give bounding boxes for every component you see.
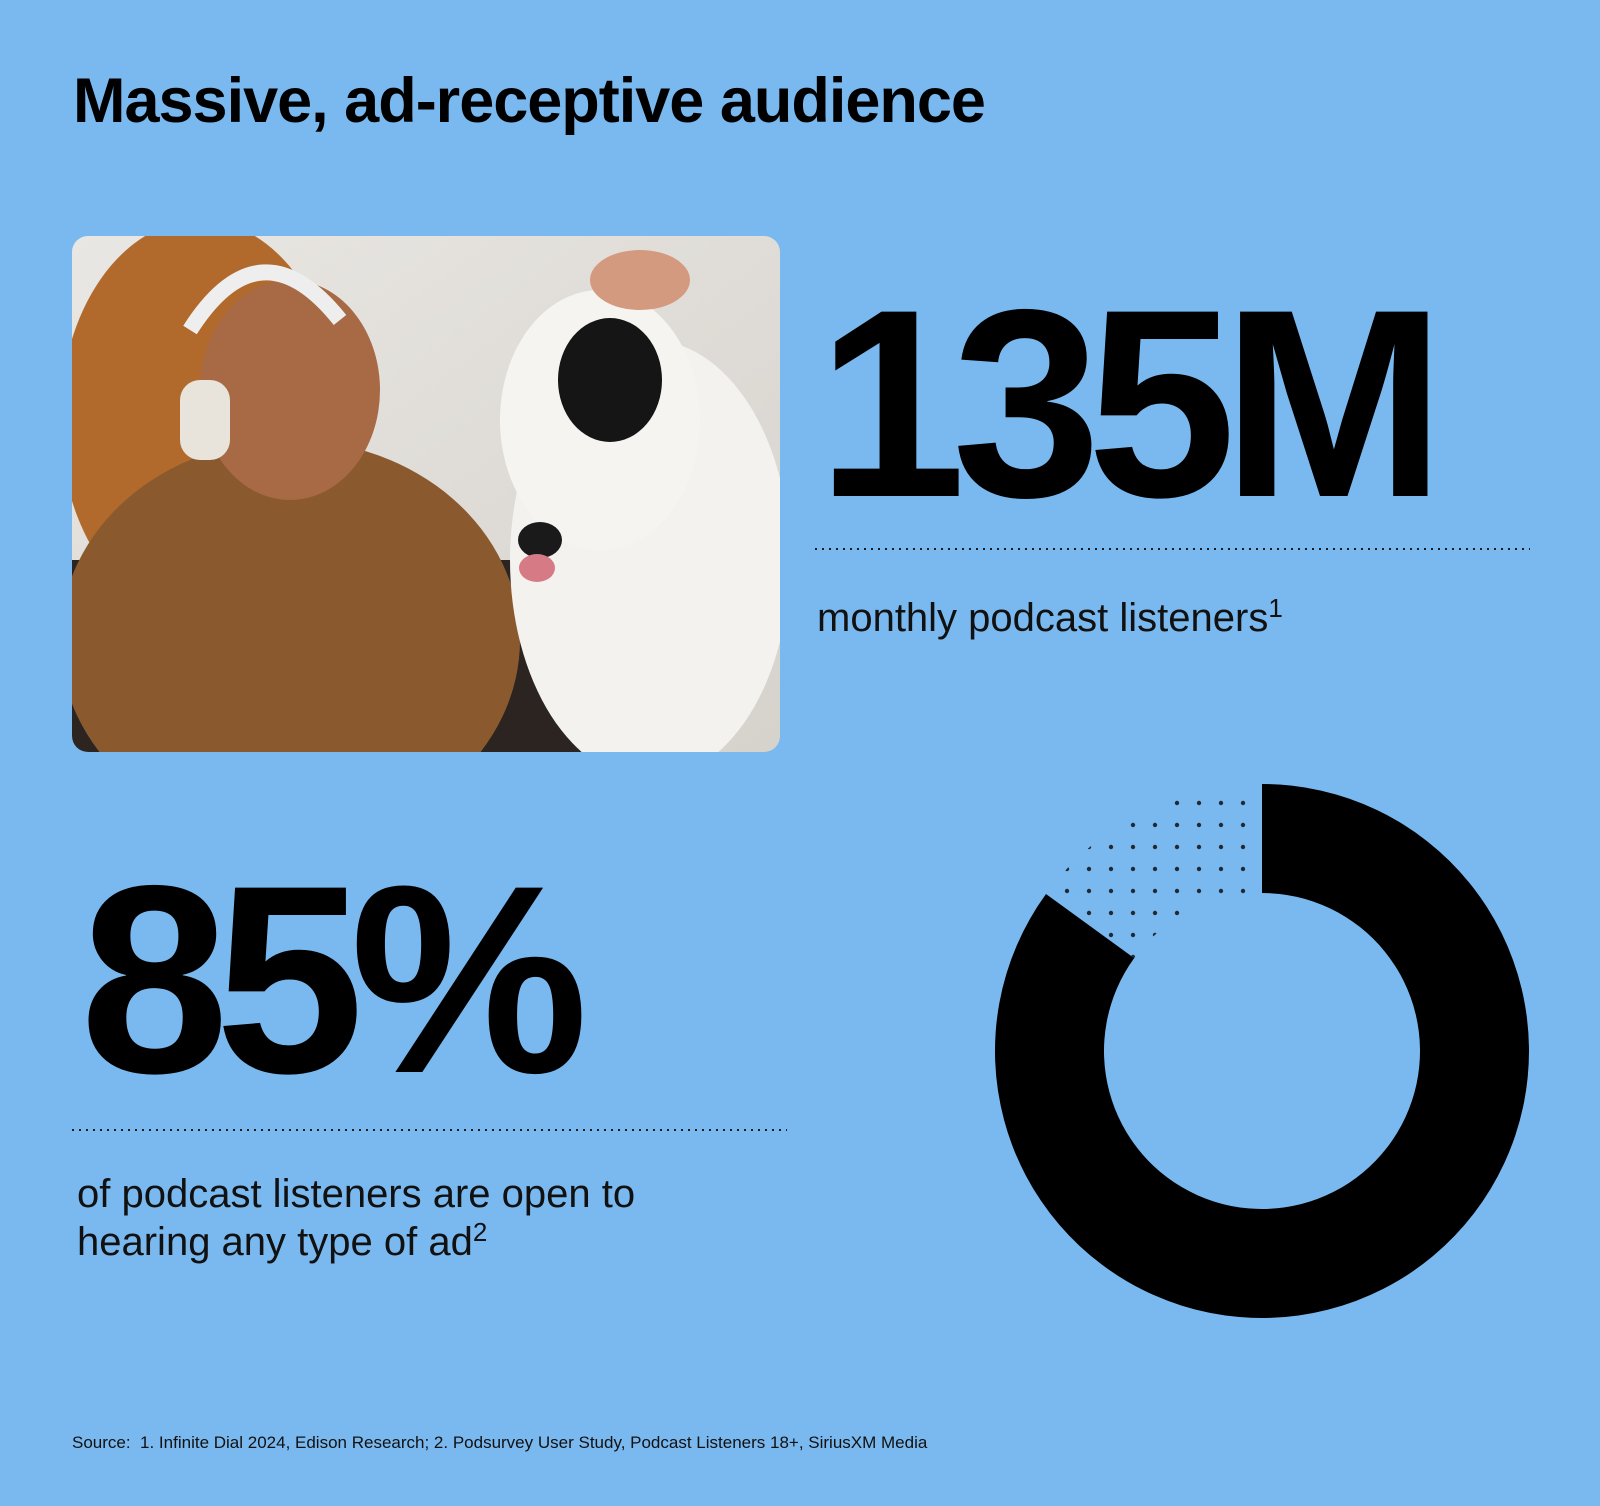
- photo: [72, 236, 780, 752]
- caption-text: of podcast listeners are open to: [77, 1172, 635, 1216]
- stat-caption: hearing any type of ad2: [77, 1217, 487, 1264]
- remainder-dots: [1045, 784, 1262, 959]
- stat-caption: monthly podcast listeners1: [817, 593, 1283, 640]
- caption-text: hearing any type of ad: [77, 1220, 473, 1264]
- donut-arc: [994, 784, 1529, 1318]
- stat-value: 135M: [817, 253, 1432, 553]
- footnote-marker: 1: [1268, 593, 1282, 623]
- source-note: Source: 1. Infinite Dial 2024, Edison Re…: [72, 1433, 928, 1452]
- stat-value: 85%: [80, 829, 585, 1129]
- donut-chart: [994, 784, 1529, 1318]
- title: Massive, ad-receptive audience: [73, 66, 985, 136]
- caption-text: monthly podcast listeners: [817, 596, 1268, 640]
- stat-caption: of podcast listeners are open to: [77, 1172, 635, 1216]
- footnote-marker: 2: [473, 1217, 487, 1247]
